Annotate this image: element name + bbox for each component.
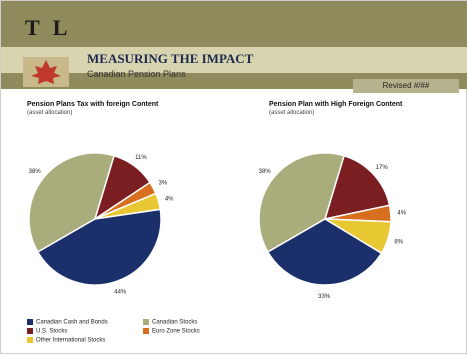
header-bar bbox=[1, 1, 467, 89]
pie-2-slice-1 bbox=[258, 152, 346, 254]
chart-1-title: Pension Plans Tax with foreign Content bbox=[27, 101, 159, 108]
legend-swatch bbox=[27, 337, 33, 343]
chart-2-title: Pension Plan with High Foreign Content bbox=[269, 101, 403, 108]
page-subtitle: Canadian Pension Plans bbox=[87, 69, 186, 79]
legend-item-euro-zone: Euro Zone Stocks bbox=[143, 328, 200, 335]
pie-2-slice-4-label: 8% bbox=[394, 239, 403, 245]
header-band bbox=[1, 47, 467, 73]
legend-item-canadian-cash-bonds: Canadian Cash and Bonds bbox=[27, 319, 108, 326]
legend-item-us-stocks: U.S. Stocks bbox=[27, 328, 67, 335]
legend-label: Canadian Stocks bbox=[152, 319, 198, 326]
pie-2-slice-1-label: 38% bbox=[259, 169, 272, 175]
legend-label: U.S. Stocks bbox=[36, 328, 68, 335]
legend-item-canadian-stocks: Canadian Stocks bbox=[143, 319, 197, 326]
pie-1-slice-1-label: 38% bbox=[29, 169, 42, 175]
legend-swatch bbox=[27, 328, 33, 334]
legend-label: Canadian Cash and Bonds bbox=[36, 319, 108, 326]
pie-1-slice-3-label: 3% bbox=[159, 181, 168, 187]
legend-swatch bbox=[143, 319, 149, 325]
chart-1-subtitle: (asset allocation) bbox=[27, 110, 73, 116]
pie-1-slice-5 bbox=[36, 208, 162, 286]
pie-2-slice-5 bbox=[266, 218, 383, 286]
maple-leaf-icon bbox=[23, 57, 69, 87]
legend-item-other-international: Other International Stocks bbox=[27, 337, 105, 344]
legend-swatch bbox=[143, 328, 149, 334]
pie-2-slice-5-label: 33% bbox=[318, 294, 331, 300]
logo: T L bbox=[25, 15, 72, 40]
pie-2-slice-3-label: 4% bbox=[397, 211, 406, 217]
page-title: MEASURING THE IMPACT bbox=[87, 51, 254, 66]
pie-1-slice-2-label: 11% bbox=[135, 155, 147, 161]
chart-2-subtitle: (asset allocation) bbox=[269, 110, 315, 116]
legend-label: Other International Stocks bbox=[36, 337, 106, 344]
pie-1-slice-5-label: 44% bbox=[114, 290, 127, 296]
date-tag: Revised #/## bbox=[353, 79, 459, 93]
pie-1-slice-4-label: 4% bbox=[165, 196, 174, 202]
legend-label: Euro Zone Stocks bbox=[152, 328, 200, 335]
pie-1-slice-1 bbox=[28, 152, 116, 254]
pie-2-slice-2 bbox=[323, 154, 391, 220]
legend-swatch bbox=[27, 319, 33, 325]
pie-2-slice-2-label: 17% bbox=[376, 165, 389, 171]
